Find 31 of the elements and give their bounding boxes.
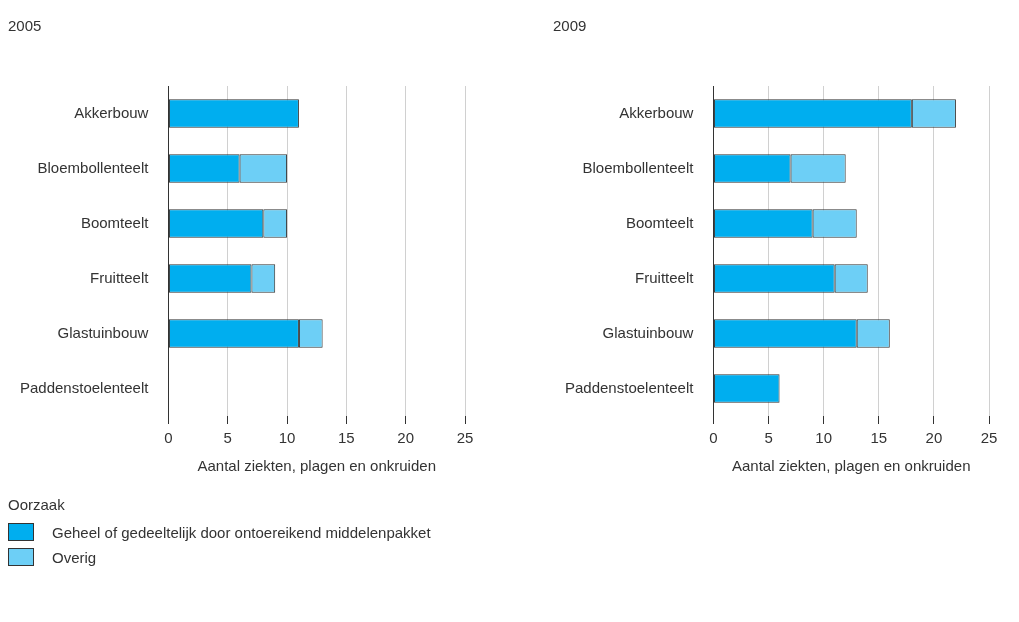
y-tick-label: Paddenstoelenteelt [20, 378, 150, 396]
x-tick-label: 5 [223, 429, 232, 447]
x-tick-label: 20 [397, 429, 415, 447]
legend-label: Geheel of gedeeltelijk door ontoereikend middelenpakket [52, 523, 431, 541]
x-tick-label: 10 [278, 429, 296, 447]
x-tick-label: 5 [764, 429, 773, 447]
legend-title: Oorzaak [8, 496, 66, 513]
y-tick-label: Glastuinbouw [602, 323, 694, 341]
x-tick-label: 25 [456, 429, 474, 447]
y-tick-label: Bloembollenteelt [37, 158, 150, 176]
y-tick-label: Akkerbouw [74, 103, 149, 121]
y-tick-label: Fruitteelt [90, 268, 150, 286]
x-tick-label: 15 [870, 429, 888, 447]
y-tick-label: Glastuinbouw [57, 323, 149, 341]
text: 2005 [8, 17, 42, 35]
text: 2009 [553, 17, 587, 35]
x-tick-label: 20 [925, 429, 943, 447]
x-tick-label: 15 [338, 429, 355, 447]
x-tick-label: 25 [980, 429, 998, 447]
legend-label: Overig [52, 548, 97, 566]
x-tick-label: 0 [164, 429, 173, 447]
y-tick-label: Boomteelt [625, 213, 695, 231]
y-tick-label: Akkerbouw [619, 103, 694, 121]
y-tick-label: Paddenstoelenteelt [565, 378, 695, 396]
y-tick-label: Bloembollenteelt [582, 158, 695, 176]
x-tick-label: 0 [709, 429, 718, 447]
y-tick-label: Fruitteelt [635, 268, 695, 286]
x-tick-label: 10 [815, 429, 833, 447]
x-axis-title: Aantal ziekten, plagen en onkruiden [197, 457, 436, 475]
y-tick-label: Boomteelt [80, 213, 150, 231]
x-axis-title: Aantal ziekten, plagen en onkruiden [731, 457, 971, 475]
